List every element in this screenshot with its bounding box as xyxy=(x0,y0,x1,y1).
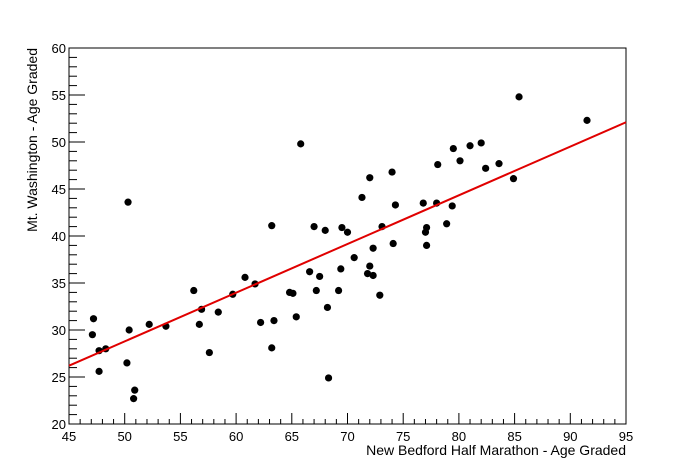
plot-frame xyxy=(68,47,627,425)
data-point xyxy=(422,241,431,249)
data-point xyxy=(389,239,397,248)
data-point xyxy=(268,222,276,230)
y-tick-label: 45 xyxy=(52,182,66,197)
y-tick-label: 30 xyxy=(52,323,66,338)
data-point xyxy=(297,140,305,148)
data-point xyxy=(419,199,427,207)
y-tick-label: 60 xyxy=(52,41,66,56)
data-point xyxy=(495,160,503,168)
data-point xyxy=(316,272,324,281)
data-point xyxy=(292,313,300,321)
data-point xyxy=(509,175,518,183)
data-point xyxy=(334,286,343,295)
y-axis-ticks: 20 25 30 35 40 45 50 55 60 xyxy=(52,41,85,432)
data-point xyxy=(130,395,138,403)
x-tick-label: 65 xyxy=(285,429,299,444)
data-point xyxy=(214,308,222,316)
data-point xyxy=(323,303,332,312)
data-point xyxy=(306,268,314,276)
data-point xyxy=(350,254,358,262)
data-point xyxy=(343,228,352,236)
data-point xyxy=(477,139,485,147)
y-tick-label: 55 xyxy=(52,88,66,103)
data-point xyxy=(337,265,345,273)
data-point xyxy=(366,262,374,270)
data-point xyxy=(257,318,265,327)
data-point xyxy=(448,202,456,210)
x-tick-label: 80 xyxy=(452,429,466,444)
data-point xyxy=(268,344,276,352)
x-tick-label: 90 xyxy=(563,429,577,444)
y-tick-label: 40 xyxy=(52,229,66,244)
data-point xyxy=(205,348,213,357)
data-point xyxy=(124,198,132,206)
x-tick-label: 70 xyxy=(340,429,354,444)
y-tick-label: 20 xyxy=(52,417,66,432)
data-point xyxy=(466,142,474,150)
fit-line xyxy=(68,121,627,367)
data-point xyxy=(434,160,442,169)
data-point xyxy=(321,226,329,234)
x-tick-label: 95 xyxy=(619,429,633,444)
data-point xyxy=(422,223,431,232)
data-point xyxy=(363,270,372,278)
x-tick-label: 55 xyxy=(173,429,187,444)
x-tick-label: 60 xyxy=(229,429,243,444)
data-points xyxy=(88,93,591,403)
data-point xyxy=(270,317,278,325)
y-tick-label: 25 xyxy=(52,370,66,385)
data-point xyxy=(131,386,139,394)
y-axis-title: Mt. Washington - Age Graded xyxy=(24,48,40,232)
data-point xyxy=(366,174,374,182)
data-point xyxy=(443,220,451,228)
data-point xyxy=(338,223,346,232)
data-point xyxy=(310,223,318,231)
data-point xyxy=(376,291,384,299)
data-point xyxy=(482,164,490,172)
x-tick-label: 45 xyxy=(62,429,76,444)
y-tick-label: 35 xyxy=(52,276,66,291)
data-point xyxy=(369,271,377,280)
y-tick-label: 50 xyxy=(52,135,66,150)
data-point xyxy=(312,286,320,295)
x-tick-label: 75 xyxy=(396,429,410,444)
data-point xyxy=(88,331,96,339)
x-tick-label: 50 xyxy=(117,429,131,444)
x-axis-ticks: 45 50 55 60 65 70 75 80 85 90 95 xyxy=(62,413,633,444)
data-point xyxy=(369,244,377,252)
data-point xyxy=(449,144,457,153)
data-point xyxy=(95,367,103,375)
data-point xyxy=(89,315,98,323)
data-point xyxy=(324,374,333,382)
data-point xyxy=(241,273,249,281)
data-point xyxy=(391,201,400,209)
x-axis-title: New Bedford Half Marathon - Age Graded xyxy=(366,442,626,458)
data-point xyxy=(190,286,198,295)
data-point xyxy=(583,116,591,124)
data-point xyxy=(123,359,131,367)
data-point xyxy=(289,289,297,297)
data-point xyxy=(515,93,523,101)
data-point xyxy=(456,157,464,165)
x-tick-label: 85 xyxy=(507,429,521,444)
data-point xyxy=(195,320,203,328)
data-point xyxy=(125,326,133,334)
data-point xyxy=(358,193,366,202)
data-point xyxy=(388,168,396,176)
data-point xyxy=(145,320,153,328)
